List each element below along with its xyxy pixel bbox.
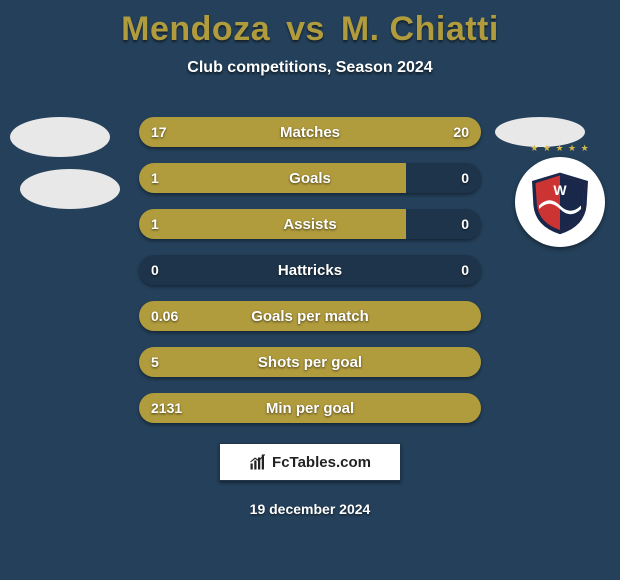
player-left-avatar-2: [20, 169, 120, 209]
shield-icon: W: [525, 167, 595, 237]
title-vs: vs: [286, 10, 325, 48]
stat-bar-right: [406, 163, 481, 193]
stat-row-goals: 10Goals: [139, 163, 481, 193]
stats-area: ★ ★ ★ ★ ★ W 1720Matches 10Goals 10Assists 0…: [0, 117, 620, 423]
stat-bar-right: [310, 255, 481, 285]
page-title: Mendoza vs M. Chiatti: [0, 10, 620, 49]
player-left-avatar-1: [10, 117, 110, 157]
brand-link[interactable]: FcTables.com: [219, 443, 401, 481]
brand-label: FcTables.com: [272, 454, 371, 471]
stat-row-min-per-goal: 2131Min per goal: [139, 393, 481, 423]
stat-bar-left: [139, 393, 481, 423]
stat-bar-right: [296, 117, 481, 147]
stat-bar-left: [139, 347, 481, 377]
title-player-right: M. Chiatti: [341, 10, 499, 48]
club-logo-right: ★ ★ ★ ★ ★ W: [515, 157, 605, 247]
stat-bar-right: [406, 209, 481, 239]
stat-row-shots-per-goal: 5Shots per goal: [139, 347, 481, 377]
stat-bar-left: [139, 301, 481, 331]
stat-bar-left: [139, 255, 310, 285]
stat-bar-left: [139, 163, 406, 193]
chart-icon: [249, 453, 267, 471]
date-line: 19 december 2024: [0, 501, 620, 517]
stat-row-assists: 10Assists: [139, 209, 481, 239]
stat-row-matches: 1720Matches: [139, 117, 481, 147]
stat-row-goals-per-match: 0.06Goals per match: [139, 301, 481, 331]
subtitle: Club competitions, Season 2024: [0, 59, 620, 77]
stat-row-hattricks: 00Hattricks: [139, 255, 481, 285]
club-logo-stars: ★ ★ ★ ★ ★: [515, 143, 605, 154]
stat-bar-left: [139, 209, 406, 239]
stat-bar-left: [139, 117, 296, 147]
svg-text:W: W: [553, 182, 567, 198]
title-player-left: Mendoza: [121, 10, 270, 48]
